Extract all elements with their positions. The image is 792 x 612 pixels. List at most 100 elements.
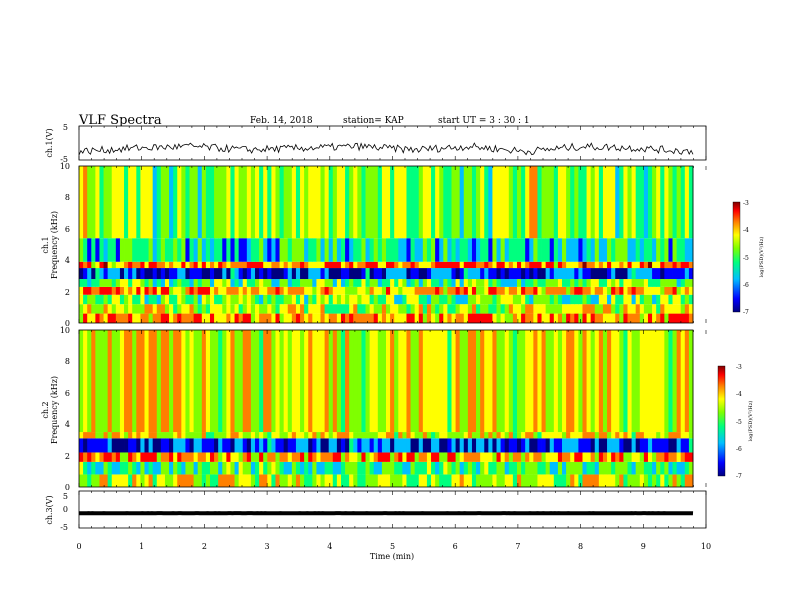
spec2-cell-2-141 <box>656 452 661 462</box>
spec1-cell-3-131 <box>615 286 620 295</box>
spec1-cell-2-51 <box>287 294 293 305</box>
spec1-cell-0-23 <box>173 313 178 323</box>
spec2-cell-5-27 <box>189 330 195 433</box>
spec1-cell-0-123 <box>582 313 587 323</box>
spec1-cell-7-41 <box>246 238 252 262</box>
spec1-cell-4-99 <box>484 279 489 287</box>
spec1-cell-6-132 <box>619 261 624 269</box>
spec1-cell-6-1 <box>83 261 88 269</box>
spec2-cell-2-51 <box>287 452 293 462</box>
spec1-cell-6-5 <box>99 261 104 269</box>
spec2-cell-2-118 <box>562 452 567 462</box>
spec2-cell-2-36 <box>226 452 231 462</box>
spec1-cell-5-83 <box>418 268 424 280</box>
spec2-cell-3-109 <box>525 438 530 453</box>
spec2-cell-0-43 <box>255 474 260 487</box>
spec1-cell-2-129 <box>607 294 612 305</box>
spec2-cell-3-61 <box>328 438 334 453</box>
spec1-cell-4-74 <box>381 279 387 287</box>
spec2-cell-4-11 <box>124 432 129 439</box>
spec1-cell-0-38 <box>234 313 240 323</box>
spec2-cell-2-126 <box>594 452 600 462</box>
spec1-cell-5-57 <box>312 268 317 280</box>
spec2-cell-2-137 <box>639 452 645 462</box>
spec1-cell-5-25 <box>181 268 186 280</box>
spec2-cell-1-101 <box>492 461 497 475</box>
spec2-cell-3-8 <box>111 438 117 453</box>
spec2-cell-3-26 <box>185 438 190 453</box>
spec1-cell-2-75 <box>386 294 391 305</box>
spec1-cell-2-16 <box>144 294 149 305</box>
spec1-cell-6-69 <box>361 261 366 269</box>
spec2-cell-5-127 <box>598 330 604 433</box>
spec1-cell-1-130 <box>611 304 616 314</box>
spec1-cell-0-24 <box>177 313 182 323</box>
spec2-cell-5-145 <box>672 330 678 433</box>
spec1-cell-8-39 <box>238 166 244 239</box>
spec1-cell-6-84 <box>422 261 428 269</box>
spec2-cell-1-64 <box>340 461 346 475</box>
spec1-cell-2-21 <box>164 294 170 305</box>
spec1-cell-0-98 <box>480 313 485 323</box>
spec2-cell-0-130 <box>611 474 616 487</box>
spec2-cell-5-31 <box>205 330 211 433</box>
spec1-cell-2-25 <box>181 294 186 305</box>
spec2-cell-3-141 <box>656 438 661 453</box>
spec1-cell-0-111 <box>533 313 538 323</box>
spec1-cell-7-149 <box>688 238 694 262</box>
spec1-cell-1-51 <box>287 304 293 314</box>
spec2-cell-0-139 <box>647 474 653 487</box>
spec1-cell-3-97 <box>476 286 481 295</box>
spec2-cell-1-103 <box>500 461 506 475</box>
spec2-cell-5-139 <box>647 330 653 433</box>
spec2-cell-5-47 <box>271 330 276 433</box>
spec1-cell-7-98 <box>480 238 485 262</box>
ch3-ytick-mid: 0 <box>63 505 68 514</box>
spec1-cell-6-2 <box>87 261 92 269</box>
spec1-cell-0-2 <box>87 313 92 323</box>
spec1-cell-1-53 <box>295 304 301 314</box>
spec1-cell-5-55 <box>304 268 309 280</box>
spec2-cell-1-126 <box>594 461 600 475</box>
spec1-cell-8-145 <box>672 166 678 239</box>
spec1-cell-5-77 <box>394 268 399 280</box>
spec2-cell-4-15 <box>140 432 145 439</box>
spec2-cell-0-72 <box>373 474 379 487</box>
spec1-cell-8-123 <box>582 166 587 239</box>
spec1-cell-2-109 <box>525 294 530 305</box>
spec1-cell-4-89 <box>443 279 448 287</box>
spec1-cell-2-145 <box>672 294 678 305</box>
spec2-cell-1-53 <box>295 461 301 475</box>
spec1-cell-8-107 <box>516 166 522 239</box>
spec2-cell-1-128 <box>602 461 608 475</box>
spec1-cell-4-49 <box>279 279 285 287</box>
spec1-cell-5-136 <box>635 268 641 280</box>
spec1-cell-5-62 <box>332 268 338 280</box>
spec1-cell-4-101 <box>492 279 497 287</box>
spec2-cell-0-55 <box>304 474 309 487</box>
spec2-cell-3-146 <box>676 438 682 453</box>
spec2-cell-3-22 <box>169 438 174 453</box>
spec1-cell-1-38 <box>234 304 240 314</box>
spec1-cell-6-12 <box>128 261 133 269</box>
spec1-cell-4-23 <box>173 279 178 287</box>
spec2-cell-2-139 <box>647 452 653 462</box>
spec1-cell-8-134 <box>627 166 632 239</box>
spec1-cell-8-109 <box>525 166 530 239</box>
spec2-cell-5-13 <box>132 330 137 433</box>
ch2-ytick-6: 6 <box>65 389 70 398</box>
spec1-cell-0-5 <box>99 313 104 323</box>
spec2-cell-2-114 <box>545 452 551 462</box>
spec2-cell-4-94 <box>463 432 469 439</box>
spec1-cell-8-33 <box>214 166 219 239</box>
spec1-cell-7-111 <box>533 238 538 262</box>
spec1-cell-7-24 <box>177 238 182 262</box>
spec1-cell-0-14 <box>136 313 141 323</box>
spec2-cell-4-2 <box>87 432 92 439</box>
spec2-cell-0-85 <box>426 474 432 487</box>
spec2-cell-1-7 <box>107 461 113 475</box>
spec2-cell-4-135 <box>631 432 637 439</box>
spec2-cell-2-101 <box>492 452 497 462</box>
spec1-cell-1-148 <box>684 304 690 314</box>
spec2-cell-2-93 <box>459 452 465 462</box>
